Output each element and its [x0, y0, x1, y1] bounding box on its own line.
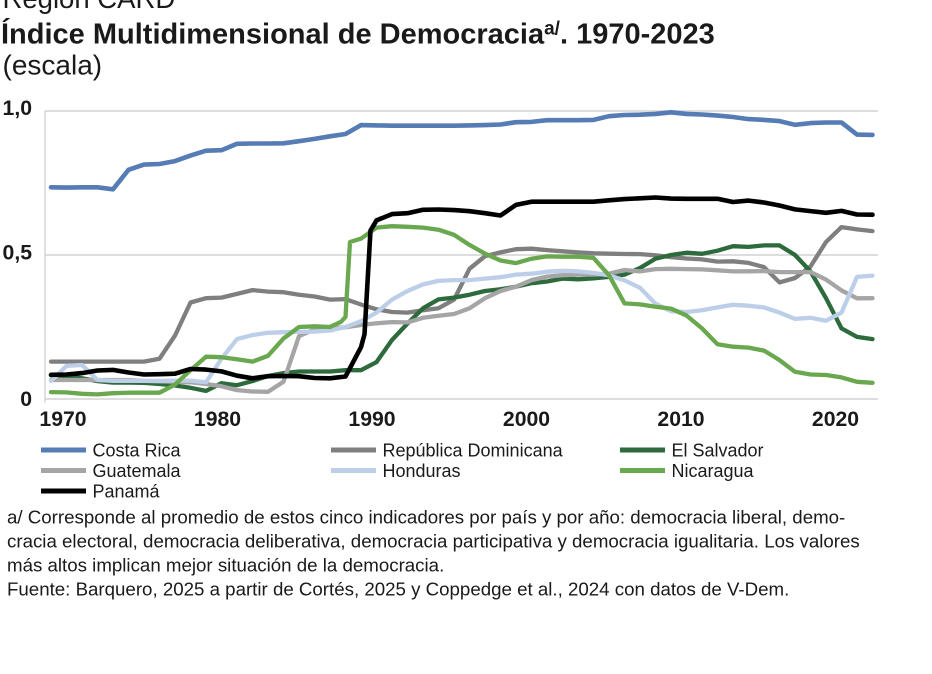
svg-text:más altos implican mejor situa: más altos implican mejor situación de la…: [7, 555, 444, 576]
svg-text:El Salvador: El Salvador: [672, 440, 764, 460]
svg-text:0,5: 0,5: [3, 242, 33, 265]
svg-text:2010: 2010: [657, 408, 704, 431]
svg-text:Guatemala: Guatemala: [93, 461, 182, 481]
svg-text:Nicaragua: Nicaragua: [672, 461, 755, 481]
svg-text:1970: 1970: [39, 408, 86, 431]
svg-text:Índice Multidimensional de Dem: Índice Multidimensional de Democraciaa/.…: [1, 17, 715, 51]
svg-text:2020: 2020: [812, 408, 859, 431]
svg-text:0: 0: [20, 388, 32, 411]
svg-text:Costa Rica: Costa Rica: [93, 440, 182, 460]
svg-text:Honduras: Honduras: [383, 461, 461, 481]
svg-text:2000: 2000: [503, 408, 550, 431]
svg-text:(escala): (escala): [3, 50, 103, 81]
svg-text:1,0: 1,0: [3, 97, 32, 120]
svg-text:1980: 1980: [194, 408, 241, 431]
svg-text:Fuente: Barquero, 2025 a parti: Fuente: Barquero, 2025 a partir de Corté…: [7, 579, 789, 600]
svg-text:Panamá: Panamá: [93, 481, 161, 501]
svg-text:cracia electoral, democracia d: cracia electoral, democracia deliberativ…: [7, 531, 860, 552]
svg-text:República Dominicana: República Dominicana: [383, 440, 564, 460]
svg-text:Región CARD: Región CARD: [3, 0, 176, 14]
svg-text:1990: 1990: [348, 408, 395, 431]
svg-text:a/ Corresponde al promedio de: a/ Corresponde al promedio de estos cinc…: [7, 507, 845, 528]
